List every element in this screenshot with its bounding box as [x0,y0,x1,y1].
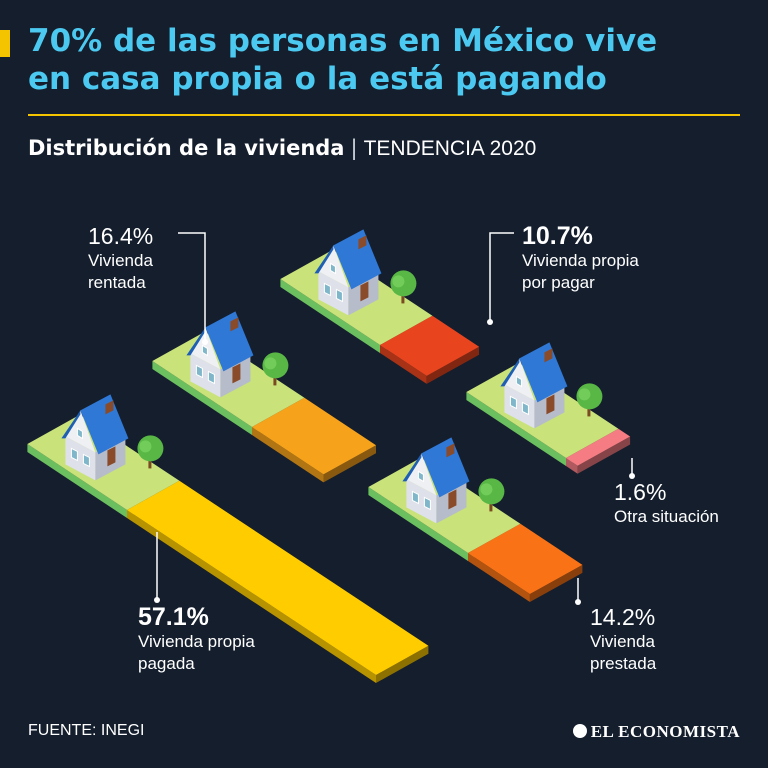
text-pagada-1: Vivienda propia [138,632,255,651]
brand-e-icon [572,724,587,738]
bar-por_pagar [380,315,480,384]
tree-icon [137,435,164,469]
title-line-1: 70% de las personas en México vive [28,23,658,59]
title-divider [28,114,740,116]
label-pagada: 57.1% Vivienda propia pagada [138,603,255,675]
text-otra-1: Otra situación [614,507,719,526]
label-otra: 1.6% Otra situación [614,478,719,528]
text-pagada-2: pagada [138,654,195,673]
text-rentada-1: Vivienda [88,251,153,270]
tree-icon [478,478,505,512]
text-prestada-1: Vivienda [590,632,655,651]
label-prestada: 14.2% Vivienda prestada [590,603,656,675]
brand-logo: EL ECONOMISTA [572,722,740,742]
leader-dot-otra [629,473,635,479]
text-rentada-2: rentada [88,273,146,292]
tree-icon [262,352,289,386]
leader-dot-rentada [202,339,208,345]
bar-pagada [127,480,429,683]
brand-name: EL ECONOMISTA [590,722,740,741]
house-por_pagar [314,229,417,316]
value-pagada: 57.1% [138,603,209,631]
chart-subtitle: Distribución de la vivienda | TENDENCIA 20… [28,134,536,163]
value-otra: 1.6% [614,479,667,505]
label-por-pagar: 10.7% Vivienda propia por pagar [522,222,639,294]
source-note: FUENTE: INEGI [28,722,145,739]
accent-bar [0,30,10,57]
bar-otra [566,428,631,474]
text-por-pagar-2: por pagar [522,273,595,292]
page-title: 70% de las personas en México vive en ca… [28,22,748,98]
bar-prestada [468,523,583,602]
subtitle-separator: | [350,136,358,160]
leader-line-por_pagar [489,232,514,322]
subtitle-tag: TENDENCIA 2020 [363,137,537,160]
value-por-pagar: 10.7% [522,222,593,250]
text-prestada-2: prestada [590,654,657,673]
leader-dot-prestada [575,599,581,605]
title-line-2: en casa propia o la está pagando [28,61,607,97]
bar-rentada [252,397,376,483]
value-prestada: 14.2% [590,604,656,630]
tree-icon [576,383,603,417]
house-prestada [402,437,505,524]
subtitle-main: Distribución de la vivienda [28,136,345,160]
house-rentada [186,311,289,398]
text-por-pagar-1: Vivienda propia [522,251,639,270]
house-pagada [61,394,164,481]
leader-line-rentada [178,232,206,342]
tree-icon [390,270,417,304]
label-rentada: 16.4% Vivienda rentada [88,222,153,294]
house-otra [500,342,603,429]
value-rentada: 16.4% [88,223,154,249]
leader-dot-por_pagar [487,319,493,325]
leader-dot-pagada [154,597,160,603]
